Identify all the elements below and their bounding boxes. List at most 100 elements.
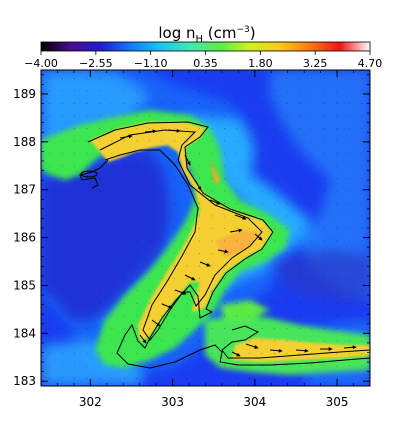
vector-dot bbox=[361, 303, 363, 304]
vector-dot bbox=[199, 203, 200, 204]
vector-dot bbox=[99, 153, 100, 154]
vector-dot bbox=[224, 265, 225, 267]
vector-dot bbox=[274, 165, 275, 167]
vector-dot bbox=[236, 328, 238, 329]
vector-dot bbox=[49, 140, 50, 142]
vector-dot bbox=[286, 103, 288, 104]
vector-dot bbox=[336, 190, 338, 192]
vector-dot bbox=[286, 128, 288, 129]
vector-dot bbox=[336, 103, 338, 104]
vector-dot bbox=[249, 165, 250, 167]
vector-dot bbox=[311, 315, 313, 317]
vector-dot bbox=[99, 303, 100, 304]
vector-dot bbox=[324, 340, 325, 342]
vector-dot bbox=[299, 128, 300, 129]
vector-dot bbox=[199, 353, 200, 354]
vector-dot bbox=[74, 215, 75, 217]
vector-dot bbox=[186, 203, 188, 204]
vector-dot bbox=[124, 128, 125, 129]
vector-dot bbox=[186, 165, 188, 167]
vector-dot bbox=[311, 78, 313, 79]
vector-dot bbox=[61, 140, 63, 142]
vector-dot bbox=[99, 340, 100, 342]
vector-dot bbox=[174, 365, 175, 367]
vector-dot bbox=[61, 165, 63, 167]
vector-dot bbox=[324, 365, 325, 367]
vector-dot bbox=[286, 140, 288, 142]
vector-dot bbox=[286, 328, 288, 329]
vector-dot bbox=[124, 353, 125, 354]
vector-dot bbox=[361, 178, 363, 179]
vector-dot bbox=[224, 178, 225, 179]
vector-dot bbox=[124, 228, 125, 229]
vector-dot bbox=[161, 128, 163, 129]
vector-dot bbox=[349, 203, 350, 204]
vector-dot bbox=[261, 153, 263, 154]
vector-dot bbox=[324, 103, 325, 104]
vector-dot bbox=[124, 328, 125, 329]
vector-dot bbox=[349, 315, 350, 317]
vector-dot bbox=[74, 278, 75, 279]
vector-dot bbox=[224, 353, 225, 354]
vector-dot bbox=[274, 203, 275, 204]
vector-dot bbox=[286, 303, 288, 304]
vector-dot bbox=[299, 340, 300, 342]
vector-dot bbox=[274, 178, 275, 179]
vector-dot bbox=[224, 78, 225, 79]
vector-dot bbox=[74, 315, 75, 317]
vector-dot bbox=[249, 128, 250, 129]
vector-dot bbox=[224, 140, 225, 142]
vector-dot bbox=[224, 290, 225, 292]
vector-dot bbox=[286, 378, 288, 379]
vector-dot bbox=[361, 315, 363, 317]
vector-dot bbox=[136, 165, 138, 167]
vector-dot bbox=[299, 240, 300, 242]
vector-dot bbox=[261, 328, 263, 329]
vector-dot bbox=[361, 90, 363, 92]
vector-dot bbox=[186, 340, 188, 342]
vector-dot bbox=[186, 190, 188, 192]
vector-dot bbox=[299, 215, 300, 217]
vector-dot bbox=[74, 240, 75, 242]
vector-dot bbox=[261, 178, 263, 179]
vector-dot bbox=[249, 290, 250, 292]
vector-dot bbox=[86, 190, 88, 192]
vector-dot bbox=[236, 340, 238, 342]
vector-dot bbox=[99, 128, 100, 129]
vector-dot bbox=[261, 78, 263, 79]
vector-dot bbox=[86, 215, 88, 217]
vector-dot bbox=[324, 203, 325, 204]
vector-dot bbox=[174, 103, 175, 104]
vector-dot bbox=[174, 353, 175, 354]
vector-dot bbox=[161, 153, 163, 154]
vector-dot bbox=[124, 303, 125, 304]
vector-dot bbox=[199, 128, 200, 129]
vector-dot bbox=[111, 190, 113, 192]
vector-dot bbox=[149, 128, 150, 129]
vector-dot bbox=[274, 90, 275, 92]
vector bbox=[194, 179, 202, 191]
vector-dot bbox=[274, 303, 275, 304]
vector-dot bbox=[186, 115, 188, 117]
vector-dot bbox=[249, 140, 250, 142]
vector-dot bbox=[186, 153, 188, 154]
vector-dot bbox=[149, 378, 150, 379]
x-tick-label: 303 bbox=[161, 395, 184, 409]
vector bbox=[167, 128, 181, 133]
vector-dot bbox=[86, 90, 88, 92]
vector-dot bbox=[336, 315, 338, 317]
vector bbox=[139, 334, 147, 344]
vector-dot bbox=[236, 240, 238, 242]
vector-dot bbox=[99, 103, 100, 104]
vector-dot bbox=[161, 203, 163, 204]
vector-dot bbox=[224, 190, 225, 192]
vector-dot bbox=[286, 278, 288, 279]
vector-dot bbox=[86, 228, 88, 229]
vector-dot bbox=[249, 378, 250, 379]
vector-dot bbox=[186, 290, 188, 292]
vector-dot bbox=[149, 78, 150, 79]
vector-dot bbox=[149, 165, 150, 167]
vector-dot bbox=[274, 378, 275, 379]
vector-dot bbox=[299, 303, 300, 304]
vector-dot bbox=[211, 240, 213, 242]
